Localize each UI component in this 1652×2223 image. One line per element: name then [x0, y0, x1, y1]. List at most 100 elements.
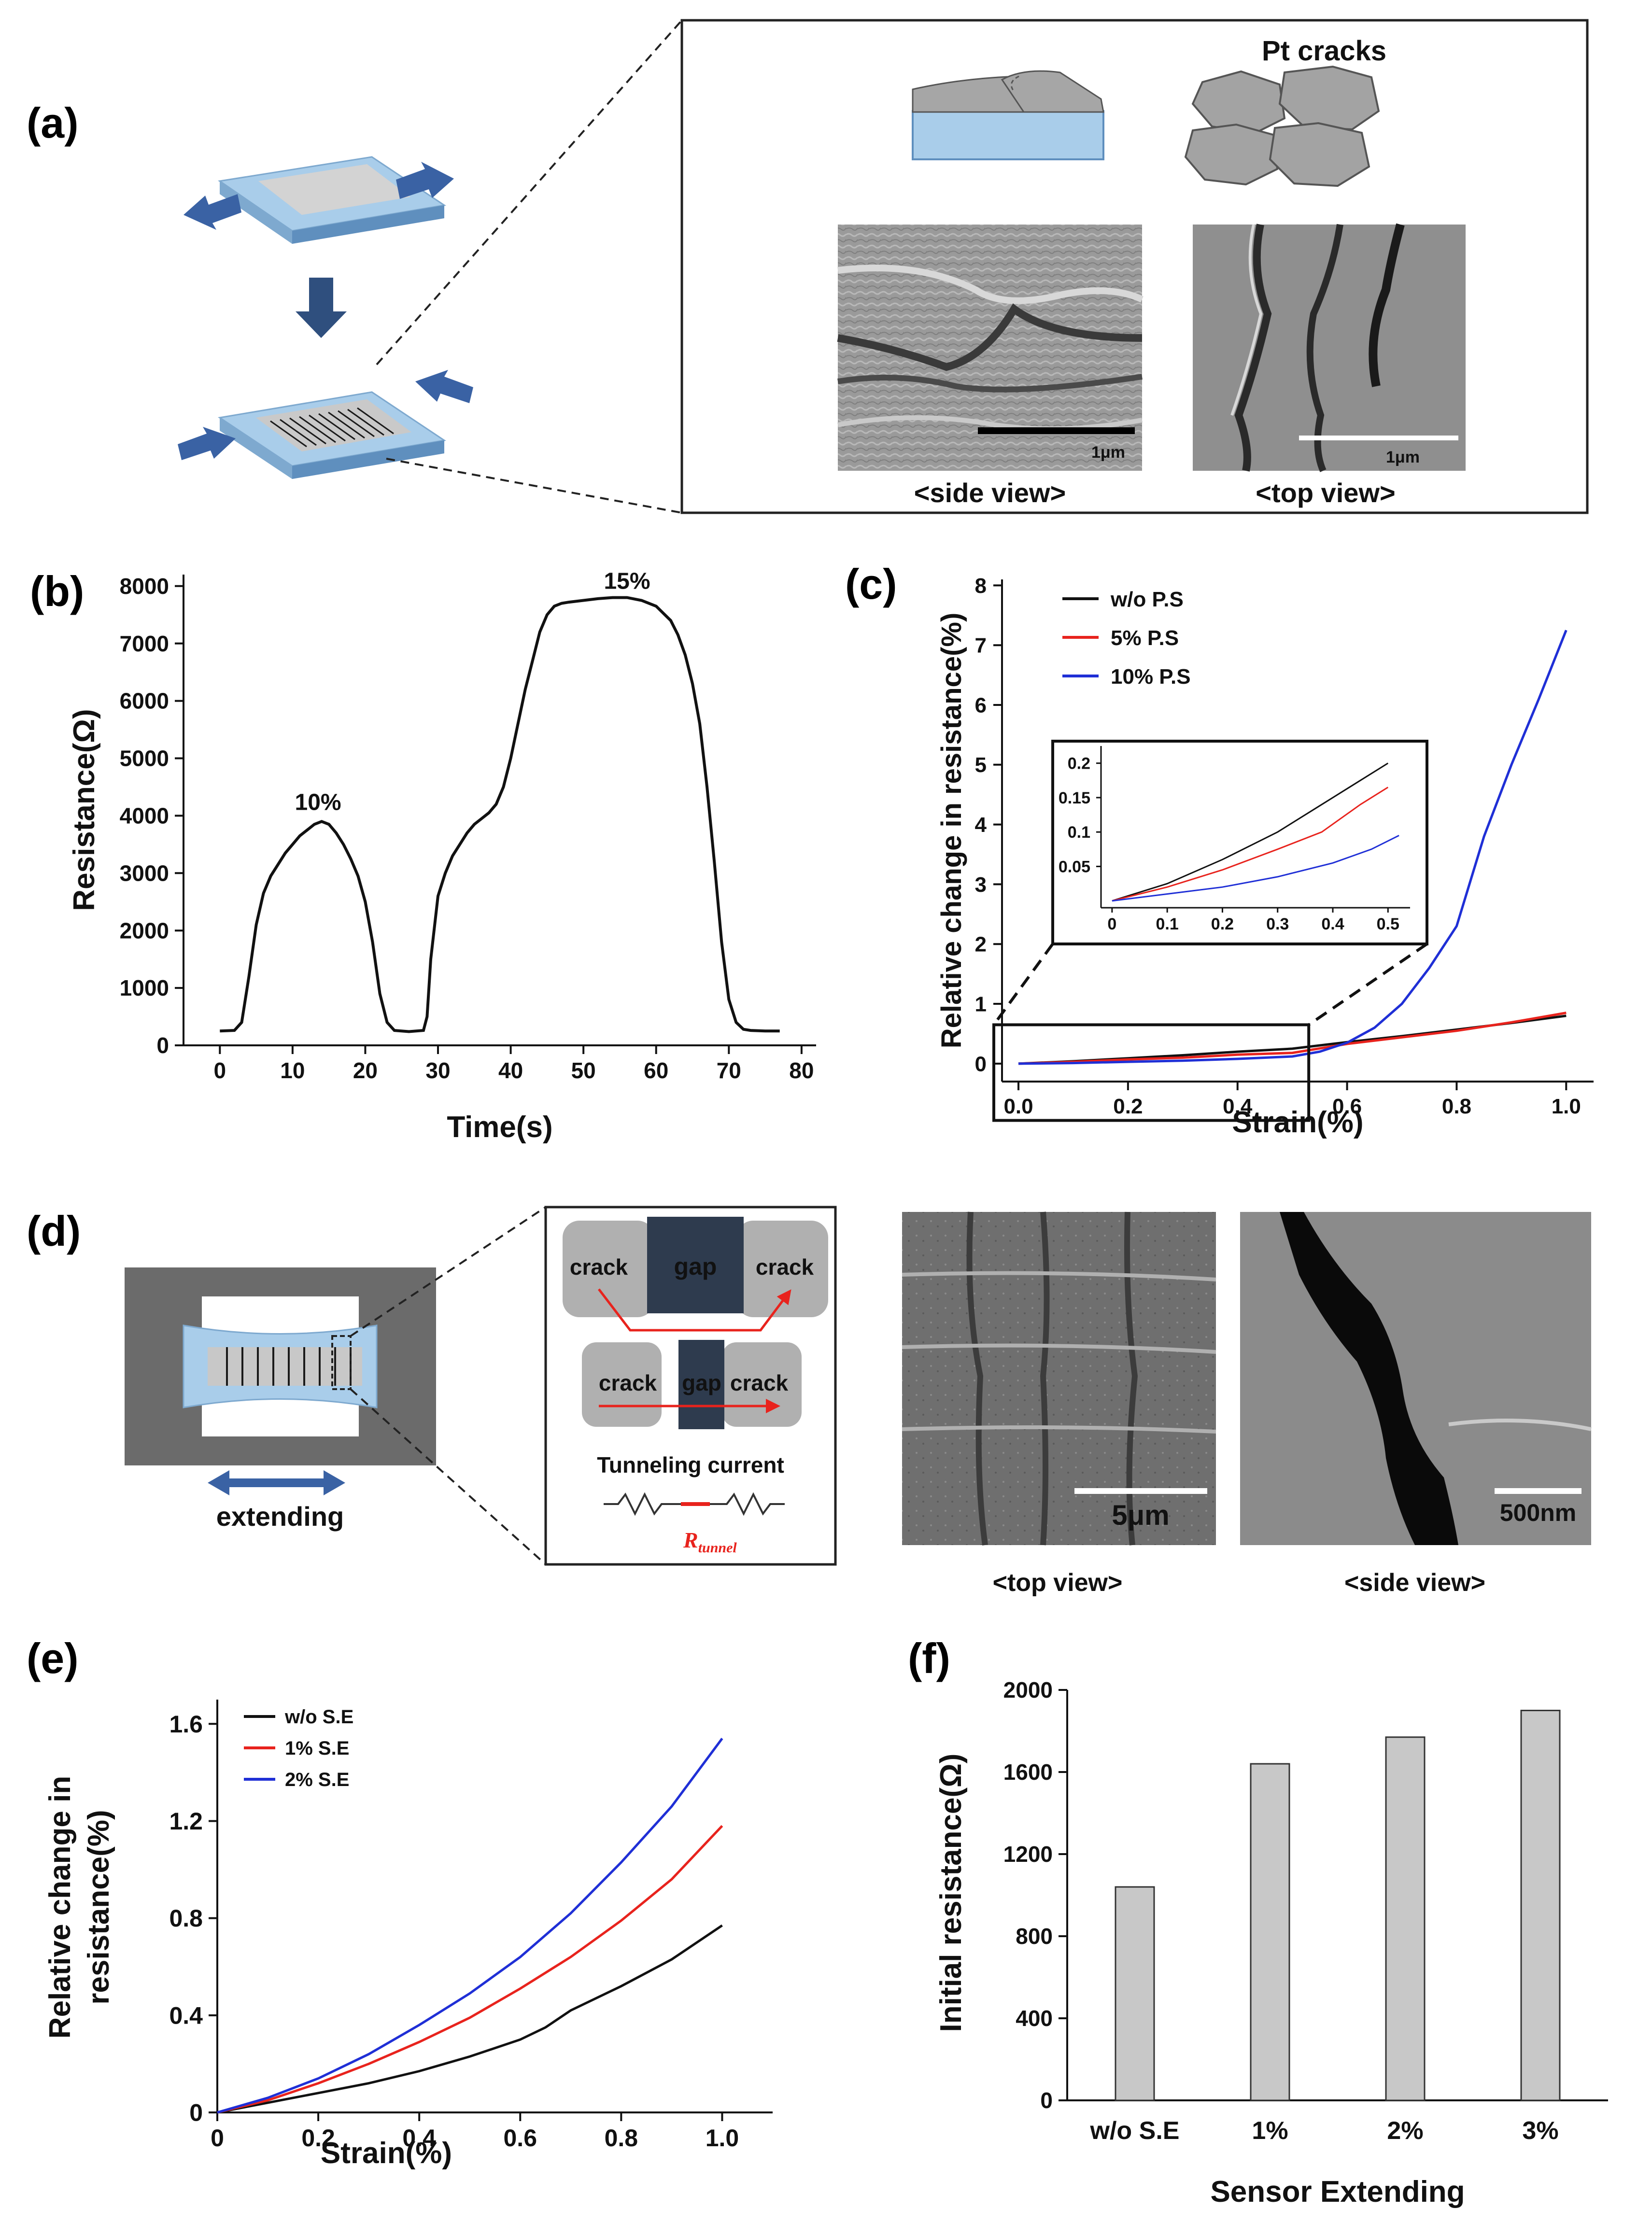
- pt-cracks-title: Pt cracks: [1262, 35, 1386, 67]
- inset-x-tick-label: 0.4: [1321, 915, 1344, 933]
- y-tick-label: 1200: [1003, 1842, 1053, 1867]
- x-tick-label: 80: [789, 1058, 814, 1083]
- x-tick-label: 1.0: [706, 2125, 739, 2152]
- arrow-down-icon: [296, 278, 347, 338]
- y-tick-label: 1600: [1003, 1759, 1053, 1785]
- gap-label-2: gap: [682, 1370, 721, 1395]
- sem-side-view-a: 1μm: [837, 225, 1144, 471]
- resistor-icon: [604, 1492, 785, 1516]
- panel-a: (a): [27, 19, 1589, 514]
- y-tick-label: 0.8: [169, 1905, 203, 1932]
- top-view-caption-a: <top view>: [1256, 478, 1395, 508]
- y-tick-label: 6000: [120, 689, 169, 714]
- y-tick-label: 4: [975, 813, 987, 837]
- y-tick-label: 400: [1016, 2006, 1053, 2031]
- panel-d: extending crack gap crack crack gap crac…: [125, 1206, 1592, 1597]
- x-tick-label: 20: [353, 1058, 378, 1083]
- r-tunnel-label: Rtunnel: [683, 1528, 737, 1556]
- x-tick-label: 0: [213, 1058, 226, 1083]
- scale-label-side-a: 1μm: [1091, 443, 1125, 462]
- bar-0: [1115, 1886, 1155, 2101]
- y-tick-label: 0: [1040, 2088, 1053, 2113]
- legend-label: 10% P.S: [1111, 665, 1191, 689]
- panel-label-f: (f): [908, 1634, 950, 1682]
- y-tick-label: 4000: [120, 803, 169, 828]
- y-tick-label: 8: [975, 574, 987, 598]
- inset-x-tick-label: 0.5: [1377, 915, 1399, 933]
- arrow-right-icon: [396, 162, 454, 199]
- panel-label-a: (a): [27, 99, 79, 147]
- x-tick-label: 0.2: [301, 2125, 335, 2152]
- y-axis-label: Relative change in: [43, 1776, 77, 2039]
- bar-1: [1250, 1763, 1290, 2101]
- chart-b: 0 10 20 30 40 50 60 70 80 0 1000 2000 3000 4000 5000 60…: [68, 569, 816, 1144]
- series-line-2-s-e: [217, 1738, 723, 2114]
- sem-top-view-d: 5μm: [902, 1211, 1216, 1546]
- sem-top-view-a: 1μm: [1193, 223, 1466, 472]
- x-tick-label: w/o S.E: [1090, 2117, 1180, 2145]
- y-axis-label: Relative change in resistance(%): [936, 613, 967, 1049]
- crack-lines-d: [226, 1347, 352, 1386]
- y-tick-label: 1.6: [169, 1711, 203, 1738]
- y-tick-label: 1000: [120, 975, 169, 1000]
- y-tick-label: 1.2: [169, 1808, 203, 1835]
- series-line-5-p-s: [1018, 1012, 1567, 1065]
- zoom-link-line: [992, 943, 1054, 1026]
- y-tick-label: 7000: [120, 631, 169, 656]
- legend-label: w/o S.E: [284, 1706, 353, 1728]
- inset-x-tick-label: 0.2: [1211, 915, 1234, 933]
- zoom-rect: [992, 1023, 1311, 1122]
- annotation-label: 10%: [295, 790, 341, 816]
- x-tick-label: 0.6: [1332, 1095, 1362, 1118]
- x-tick-label: 0.8: [605, 2125, 638, 2152]
- crack-lines: [270, 407, 394, 448]
- inset-y-tick-label: 0.05: [1059, 858, 1090, 876]
- x-axis-label: Strain(%): [321, 2137, 452, 2170]
- y-tick-label: 3000: [120, 860, 169, 886]
- x-axis-label: Strain(%): [1232, 1106, 1363, 1139]
- crack-label-1: crack: [570, 1254, 628, 1280]
- crack-label-2: crack: [756, 1254, 814, 1280]
- y-tick-label: 0: [156, 1033, 169, 1058]
- inset-series-w-o-p-s: [1112, 762, 1389, 902]
- y-tick-label: 2000: [120, 918, 169, 943]
- y-tick-label: 3: [975, 873, 987, 897]
- inset-x-tick-label: 0.3: [1266, 915, 1289, 933]
- gap-label-1: gap: [674, 1253, 717, 1280]
- y-axis-label: Resistance(Ω): [68, 709, 101, 911]
- x-tick-label: 0.0: [1003, 1095, 1033, 1118]
- tunneling-current-label: Tunneling current: [597, 1452, 784, 1477]
- inset-x-tick-label: 0: [1107, 915, 1116, 933]
- x-axis-label: Sensor Extending: [1210, 2175, 1465, 2209]
- x-tick-label: 0.2: [1113, 1095, 1143, 1118]
- inset-x-tick-label: 0.1: [1156, 915, 1179, 933]
- x-tick-label: 0.4: [1223, 1095, 1253, 1118]
- x-tick-label: 1.0: [1552, 1095, 1581, 1118]
- inset-series-5-p-s: [1112, 787, 1389, 902]
- y-tick-label: 2000: [1003, 1677, 1053, 1702]
- y-tick-label: 6: [975, 693, 987, 717]
- zoom-link-line: [1308, 943, 1428, 1026]
- crack-top-schematic: [1184, 65, 1380, 187]
- scale-label-top-a: 1μm: [1386, 448, 1420, 466]
- side-view-caption-a: <side view>: [914, 478, 1066, 508]
- inset-frame: [1051, 740, 1428, 945]
- legend-label: w/o P.S: [1110, 588, 1184, 611]
- y-tick-label: 1: [975, 992, 987, 1016]
- x-tick-label: 30: [425, 1058, 450, 1083]
- series-line-10-p-s: [1018, 630, 1567, 1065]
- chart-f: 0 400 800 1200 1600 2000 w/o S.E 1% 2% 3% Sensor E…: [934, 1677, 1608, 2209]
- y-tick-label: 800: [1016, 1924, 1053, 1949]
- crack-label-3: crack: [599, 1370, 657, 1395]
- x-tick-label: 2%: [1387, 2117, 1423, 2145]
- y-axis-label: resistance(%): [82, 1810, 115, 2004]
- x-tick-label: 50: [571, 1058, 596, 1083]
- x-tick-label: 70: [717, 1058, 741, 1083]
- sensor-film: [208, 1347, 362, 1386]
- chart-c: 0.0 0.2 0.4 0.6 0.8 1.0 0 1 2 3 4 5 6 7 8 w/o P.S 5% P.S…: [936, 574, 1594, 1139]
- legend-label: 1% S.E: [285, 1738, 349, 1759]
- side-view-caption-d: <side view>: [1344, 1569, 1485, 1597]
- x-axis-label: Time(s): [447, 1111, 552, 1144]
- arrow-left-icon: [184, 194, 241, 230]
- top-view-caption-d: <top view>: [993, 1569, 1123, 1597]
